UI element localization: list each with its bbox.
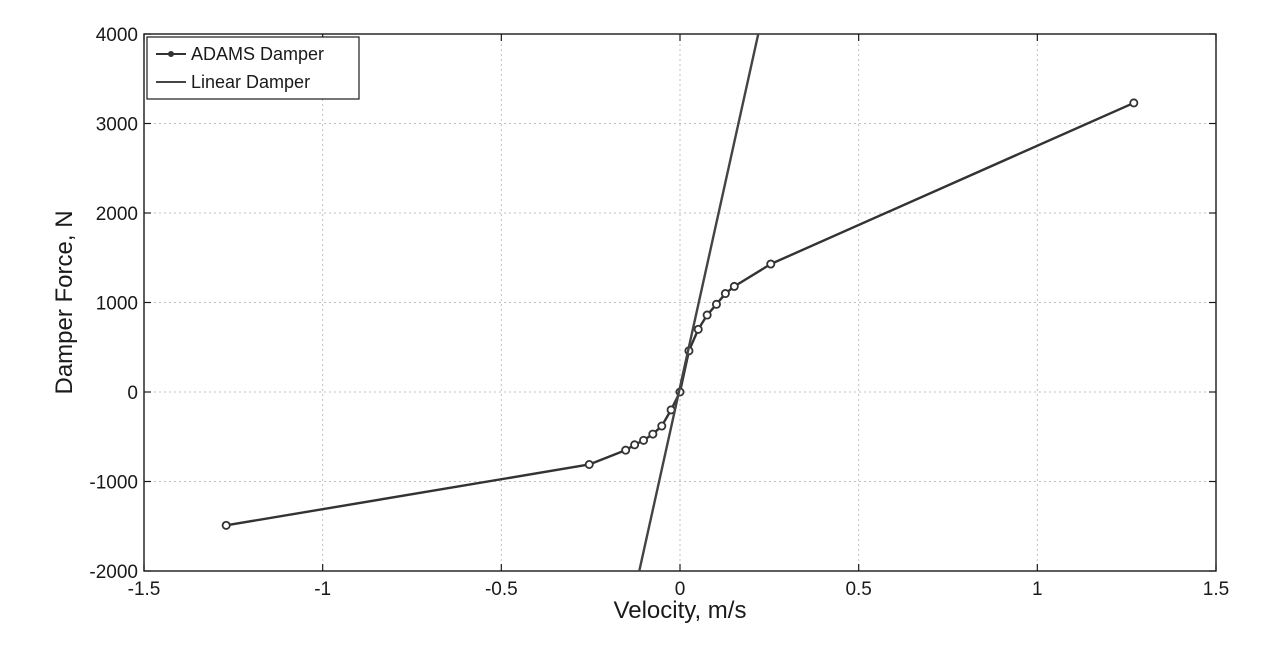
adams-damper-point [648,429,658,439]
x-tick-label: 0.5 [845,579,871,600]
x-tick-label: -1.5 [128,579,161,600]
adams-damper-point [657,421,667,431]
linear-damper-line [638,34,760,571]
adams-damper-point [584,459,594,469]
adams-damper-point [702,310,712,320]
adams-damper-point [693,324,703,334]
y-tick-label: -1000 [89,473,138,494]
legend-label-linear-damper: Linear Damper [191,72,310,92]
adams-damper-point [1129,98,1139,108]
adams-damper-point [621,445,631,455]
legend-box [146,36,360,100]
legend-marker-adams-damper [168,51,174,57]
adams-damper-point [729,281,739,291]
adams-damper-point [766,259,776,269]
x-tick-label: 1 [1032,579,1043,600]
y-tick-label: -2000 [89,562,138,583]
axis-ticks: -1.5 -1 -0.5 0 0.5 1 1.5 -2000 -1000 0 1000 2000 300… [89,25,1229,600]
x-tick-label: -1 [314,579,331,600]
adams-damper-point [221,520,231,530]
grid-lines [144,34,1216,571]
y-tick-label: 2000 [96,204,138,225]
y-tick-label: 1000 [96,294,138,315]
adams-damper-point [720,289,730,299]
adams-damper-point [639,435,649,445]
adams-damper-point [711,299,721,309]
adams-damper-point [630,440,640,450]
legend: ADAMS Damper Linear Damper [146,36,360,100]
x-tick-label: 0 [675,579,686,600]
y-tick-label: 3000 [96,115,138,136]
x-tick-label: -0.5 [485,579,518,600]
legend-label-adams-damper: ADAMS Damper [191,44,324,64]
x-tick-label: 1.5 [1203,579,1229,600]
series-layer [221,34,1139,571]
x-axis-label: Velocity, m/s [614,597,747,624]
y-axis-label: Damper Force, N [51,210,78,394]
y-tick-label: 4000 [96,25,138,46]
y-tick-label: 0 [127,383,138,404]
